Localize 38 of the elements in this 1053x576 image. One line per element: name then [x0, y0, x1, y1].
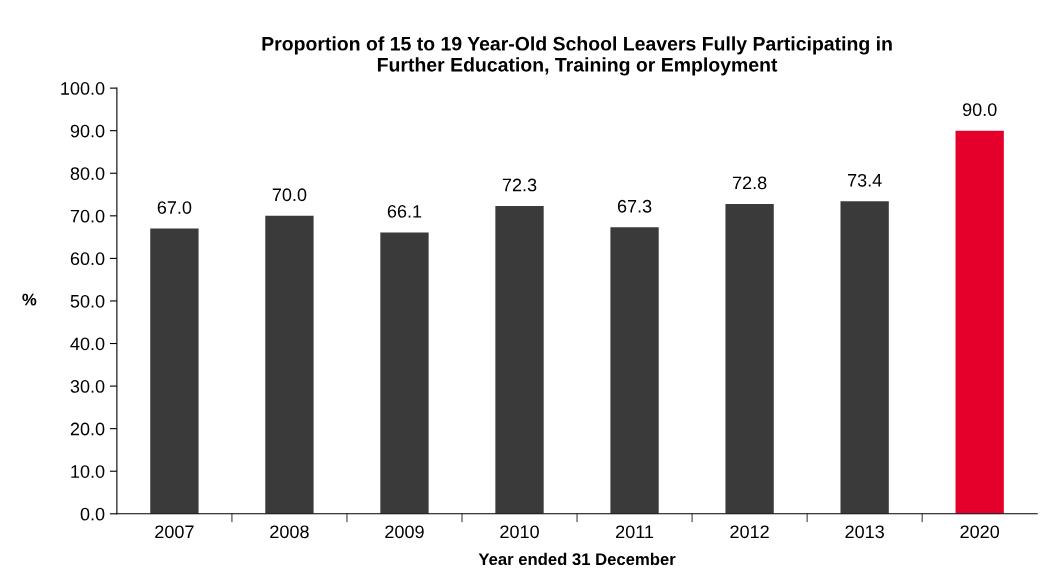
data-label: 67.0: [157, 201, 192, 214]
bar: [380, 232, 429, 514]
bar: [725, 203, 774, 514]
data-label: 72.8: [732, 176, 767, 190]
bar: [495, 206, 544, 514]
bar: [610, 227, 659, 514]
y-tick-label: 80.0: [70, 167, 105, 180]
y-tick-label: 90.0: [70, 124, 105, 138]
y-tick-label: 60.0: [70, 252, 105, 266]
data-label: 73.4: [848, 173, 882, 187]
bar: [265, 215, 314, 514]
data-label: 66.1: [387, 204, 422, 218]
data-label: 67.3: [617, 199, 652, 213]
y-tick-label: 70.0: [70, 209, 105, 223]
bar: [840, 201, 889, 514]
bar: [150, 228, 199, 514]
data-label: 70.0: [272, 188, 307, 202]
x-tick-label: 2009: [385, 525, 424, 539]
y-tick-label: 50.0: [70, 294, 105, 308]
x-tick-label: 2007: [155, 525, 194, 539]
chart-title: Proportion of 15 to 19 Year-Old School Leavers Fully Participating in Further Education, Training or Employment: [262, 36, 892, 76]
x-axis-title: Year ended 31 December: [478, 552, 676, 566]
y-tick-label: 40.0: [70, 337, 105, 351]
bar: [955, 130, 1004, 514]
y-tick-label: 20.0: [70, 422, 105, 436]
y-tick-label: 10.0: [71, 465, 105, 478]
x-tick-label: 2013: [845, 525, 884, 539]
x-tick-label: 2010: [500, 525, 539, 539]
y-tick-label: 100.0: [61, 82, 105, 95]
y-axis-title: %: [22, 293, 37, 306]
x-tick-label: 2020: [960, 525, 1000, 539]
x-tick-label: 2008: [270, 525, 309, 539]
y-tick-label: 30.0: [70, 380, 105, 393]
data-label: 90.0: [962, 103, 997, 117]
y-tick-label: 0.0: [80, 507, 105, 521]
data-label: 72.3: [502, 178, 537, 192]
x-tick-label: 2011: [616, 525, 654, 539]
x-tick-label: 2012: [730, 525, 769, 539]
